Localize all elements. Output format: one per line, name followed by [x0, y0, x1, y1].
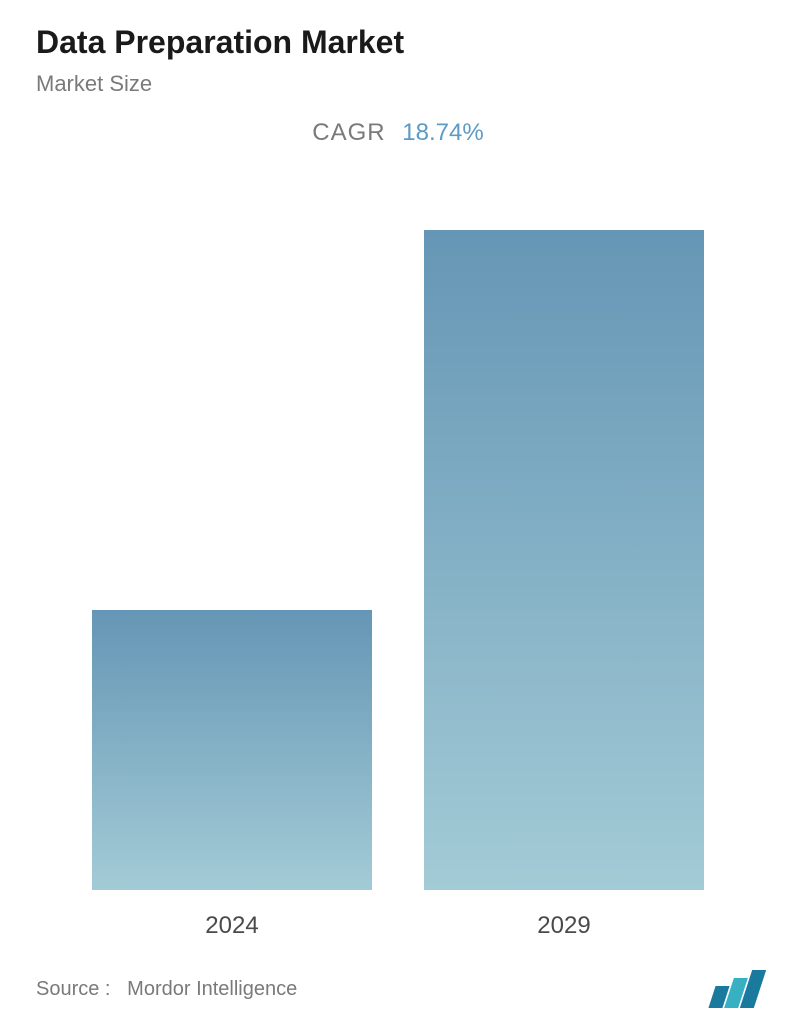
bar [92, 610, 372, 890]
source-label: Source : [36, 978, 110, 1000]
bar-chart: 2024 2029 [36, 183, 760, 940]
bar-group: 2024 [92, 610, 372, 940]
bar [424, 230, 704, 890]
chart-subtitle: Market Size [36, 71, 760, 97]
bar-label: 2029 [537, 912, 590, 940]
bar-group: 2029 [424, 230, 704, 940]
chart-title: Data Preparation Market [36, 24, 760, 61]
source-attribution: Source : Mordor Intelligence [36, 978, 297, 1001]
source-value: Mordor Intelligence [127, 978, 297, 1000]
mordor-logo-icon [712, 970, 760, 1008]
bar-label: 2024 [205, 912, 258, 940]
cagr-label: CAGR [312, 119, 385, 146]
cagr-row: CAGR 18.74% [36, 119, 760, 147]
chart-footer: Source : Mordor Intelligence [36, 952, 760, 1034]
cagr-value: 18.74% [402, 119, 483, 146]
